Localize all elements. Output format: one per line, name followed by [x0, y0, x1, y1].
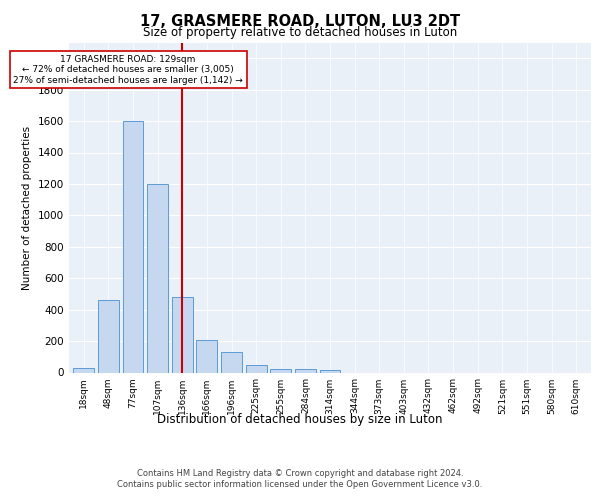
Bar [172, 297, 193, 372]
Text: Size of property relative to detached houses in Luton: Size of property relative to detached ho… [143, 26, 457, 39]
Bar [122, 121, 143, 372]
Text: Contains HM Land Registry data © Crown copyright and database right 2024.: Contains HM Land Registry data © Crown c… [137, 469, 463, 478]
Text: Distribution of detached houses by size in Luton: Distribution of detached houses by size … [157, 412, 443, 426]
Y-axis label: Number of detached properties: Number of detached properties [22, 126, 32, 290]
Text: 17 GRASMERE ROAD: 129sqm
← 72% of detached houses are smaller (3,005)
27% of sem: 17 GRASMERE ROAD: 129sqm ← 72% of detach… [13, 55, 243, 85]
Bar [147, 184, 168, 372]
Bar [295, 370, 316, 372]
Bar [270, 368, 291, 372]
Text: Contains public sector information licensed under the Open Government Licence v3: Contains public sector information licen… [118, 480, 482, 489]
Bar [221, 352, 242, 372]
Bar [320, 370, 340, 372]
Bar [73, 368, 94, 372]
Text: 17, GRASMERE ROAD, LUTON, LU3 2DT: 17, GRASMERE ROAD, LUTON, LU3 2DT [140, 14, 460, 29]
Bar [245, 366, 266, 372]
Bar [196, 340, 217, 372]
Bar [98, 300, 119, 372]
